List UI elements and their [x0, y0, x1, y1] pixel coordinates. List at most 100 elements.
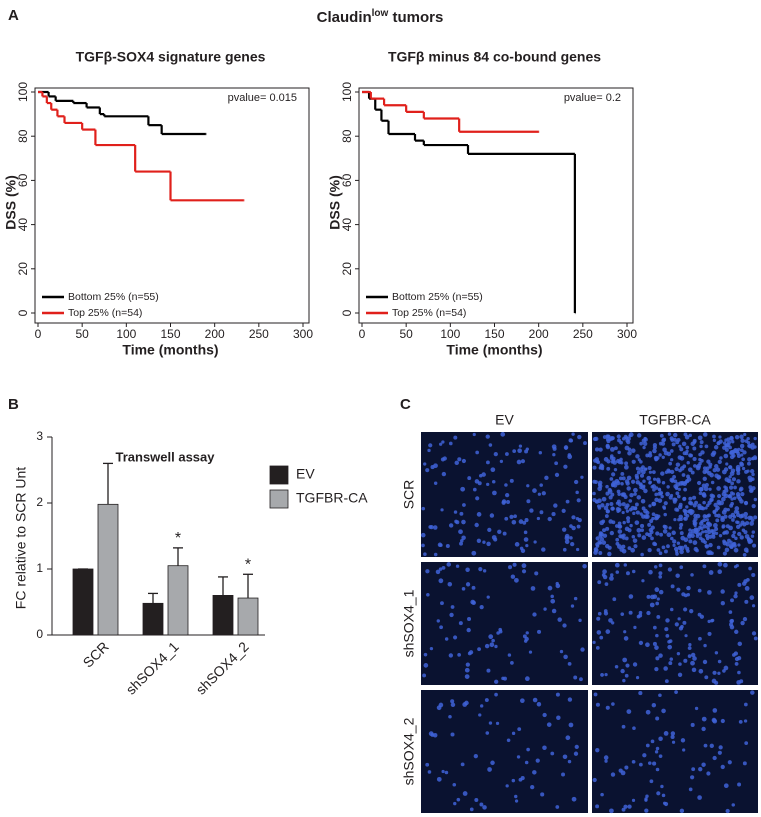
nucleus [546, 722, 552, 727]
nucleus [741, 581, 747, 586]
nucleus [562, 754, 568, 760]
nucleus [605, 434, 610, 439]
nucleus [512, 449, 517, 453]
x-tick-label: 50 [399, 327, 413, 341]
nucleus [522, 521, 527, 525]
nucleus [716, 486, 721, 491]
nucleus [597, 480, 603, 486]
nucleus [517, 448, 522, 454]
nucleus [611, 506, 615, 511]
nucleus [679, 455, 685, 461]
nucleus [497, 529, 502, 534]
nucleus [608, 618, 613, 623]
nucleus [698, 532, 703, 536]
y-tick-label: 2 [36, 495, 43, 509]
nucleus [722, 441, 727, 445]
nucleus [670, 458, 674, 462]
nucleus [648, 470, 653, 474]
nucleus [662, 505, 666, 509]
nucleus [677, 545, 683, 551]
nucleus [734, 435, 740, 440]
y-tick-label: 0 [340, 309, 354, 316]
nucleus [667, 567, 673, 572]
nucleus [697, 588, 702, 593]
nucleus [436, 776, 442, 782]
nucleus [704, 533, 710, 538]
plot-frame [358, 87, 634, 324]
nucleus [460, 486, 466, 492]
nucleus [623, 464, 629, 470]
nucleus [423, 552, 427, 556]
nucleus [435, 569, 441, 575]
nucleus [717, 459, 722, 465]
nucleus [679, 531, 684, 536]
nucleus [742, 553, 747, 557]
nucleus [620, 492, 625, 497]
nucleus [693, 464, 697, 468]
nucleus [733, 651, 739, 656]
nucleus [438, 702, 444, 708]
nucleus [690, 573, 694, 577]
nucleus [670, 536, 674, 541]
nucleus [631, 759, 636, 764]
nucleus [647, 532, 652, 538]
micrograph-bg [592, 690, 758, 813]
nucleus [708, 487, 712, 491]
nucleus [609, 436, 614, 441]
nucleus [674, 690, 678, 694]
nucleus [690, 441, 695, 447]
nucleus [569, 536, 573, 540]
nucleus [701, 726, 706, 732]
nucleus [737, 782, 742, 787]
nucleus [622, 657, 628, 663]
nucleus [671, 530, 676, 536]
y-tick-label: 40 [16, 218, 30, 232]
nucleus [673, 546, 679, 552]
nucleus [457, 457, 462, 462]
nucleus [605, 443, 610, 448]
nucleus [670, 478, 675, 483]
nucleus [462, 791, 468, 796]
nucleus [653, 565, 658, 569]
nucleus [698, 668, 704, 674]
nucleus [638, 610, 643, 615]
nucleus [598, 541, 603, 545]
nucleus [721, 525, 725, 529]
nucleus [737, 531, 742, 537]
nucleus [658, 653, 663, 658]
nucleus [502, 676, 507, 681]
nucleus [681, 482, 685, 486]
nucleus [698, 767, 703, 772]
nucleus [659, 433, 664, 438]
nucleus [464, 700, 469, 706]
nucleus [668, 495, 673, 500]
nucleus [646, 475, 652, 481]
nucleus [668, 639, 673, 644]
nucleus [664, 627, 669, 632]
nucleus [690, 470, 695, 475]
nucleus [737, 641, 743, 647]
nucleus [611, 472, 616, 477]
nucleus [713, 445, 719, 450]
nucleus [694, 528, 699, 533]
nucleus [657, 491, 662, 496]
micrograph-bg [421, 562, 588, 685]
nucleus [482, 569, 487, 573]
nucleus [633, 487, 638, 493]
nucleus [623, 804, 628, 809]
nucleus [655, 633, 659, 638]
nucleus [683, 658, 688, 663]
nucleus [733, 547, 739, 553]
nucleus [666, 485, 670, 489]
nucleus [532, 697, 538, 703]
nucleus [692, 656, 697, 661]
nucleus [658, 693, 662, 698]
nucleus [663, 666, 668, 671]
nucleus [510, 574, 516, 579]
nucleus [702, 476, 707, 481]
nucleus [682, 748, 686, 752]
nucleus [621, 724, 626, 729]
nucleus [725, 808, 730, 814]
nucleus [648, 504, 652, 508]
nucleus [570, 541, 575, 547]
